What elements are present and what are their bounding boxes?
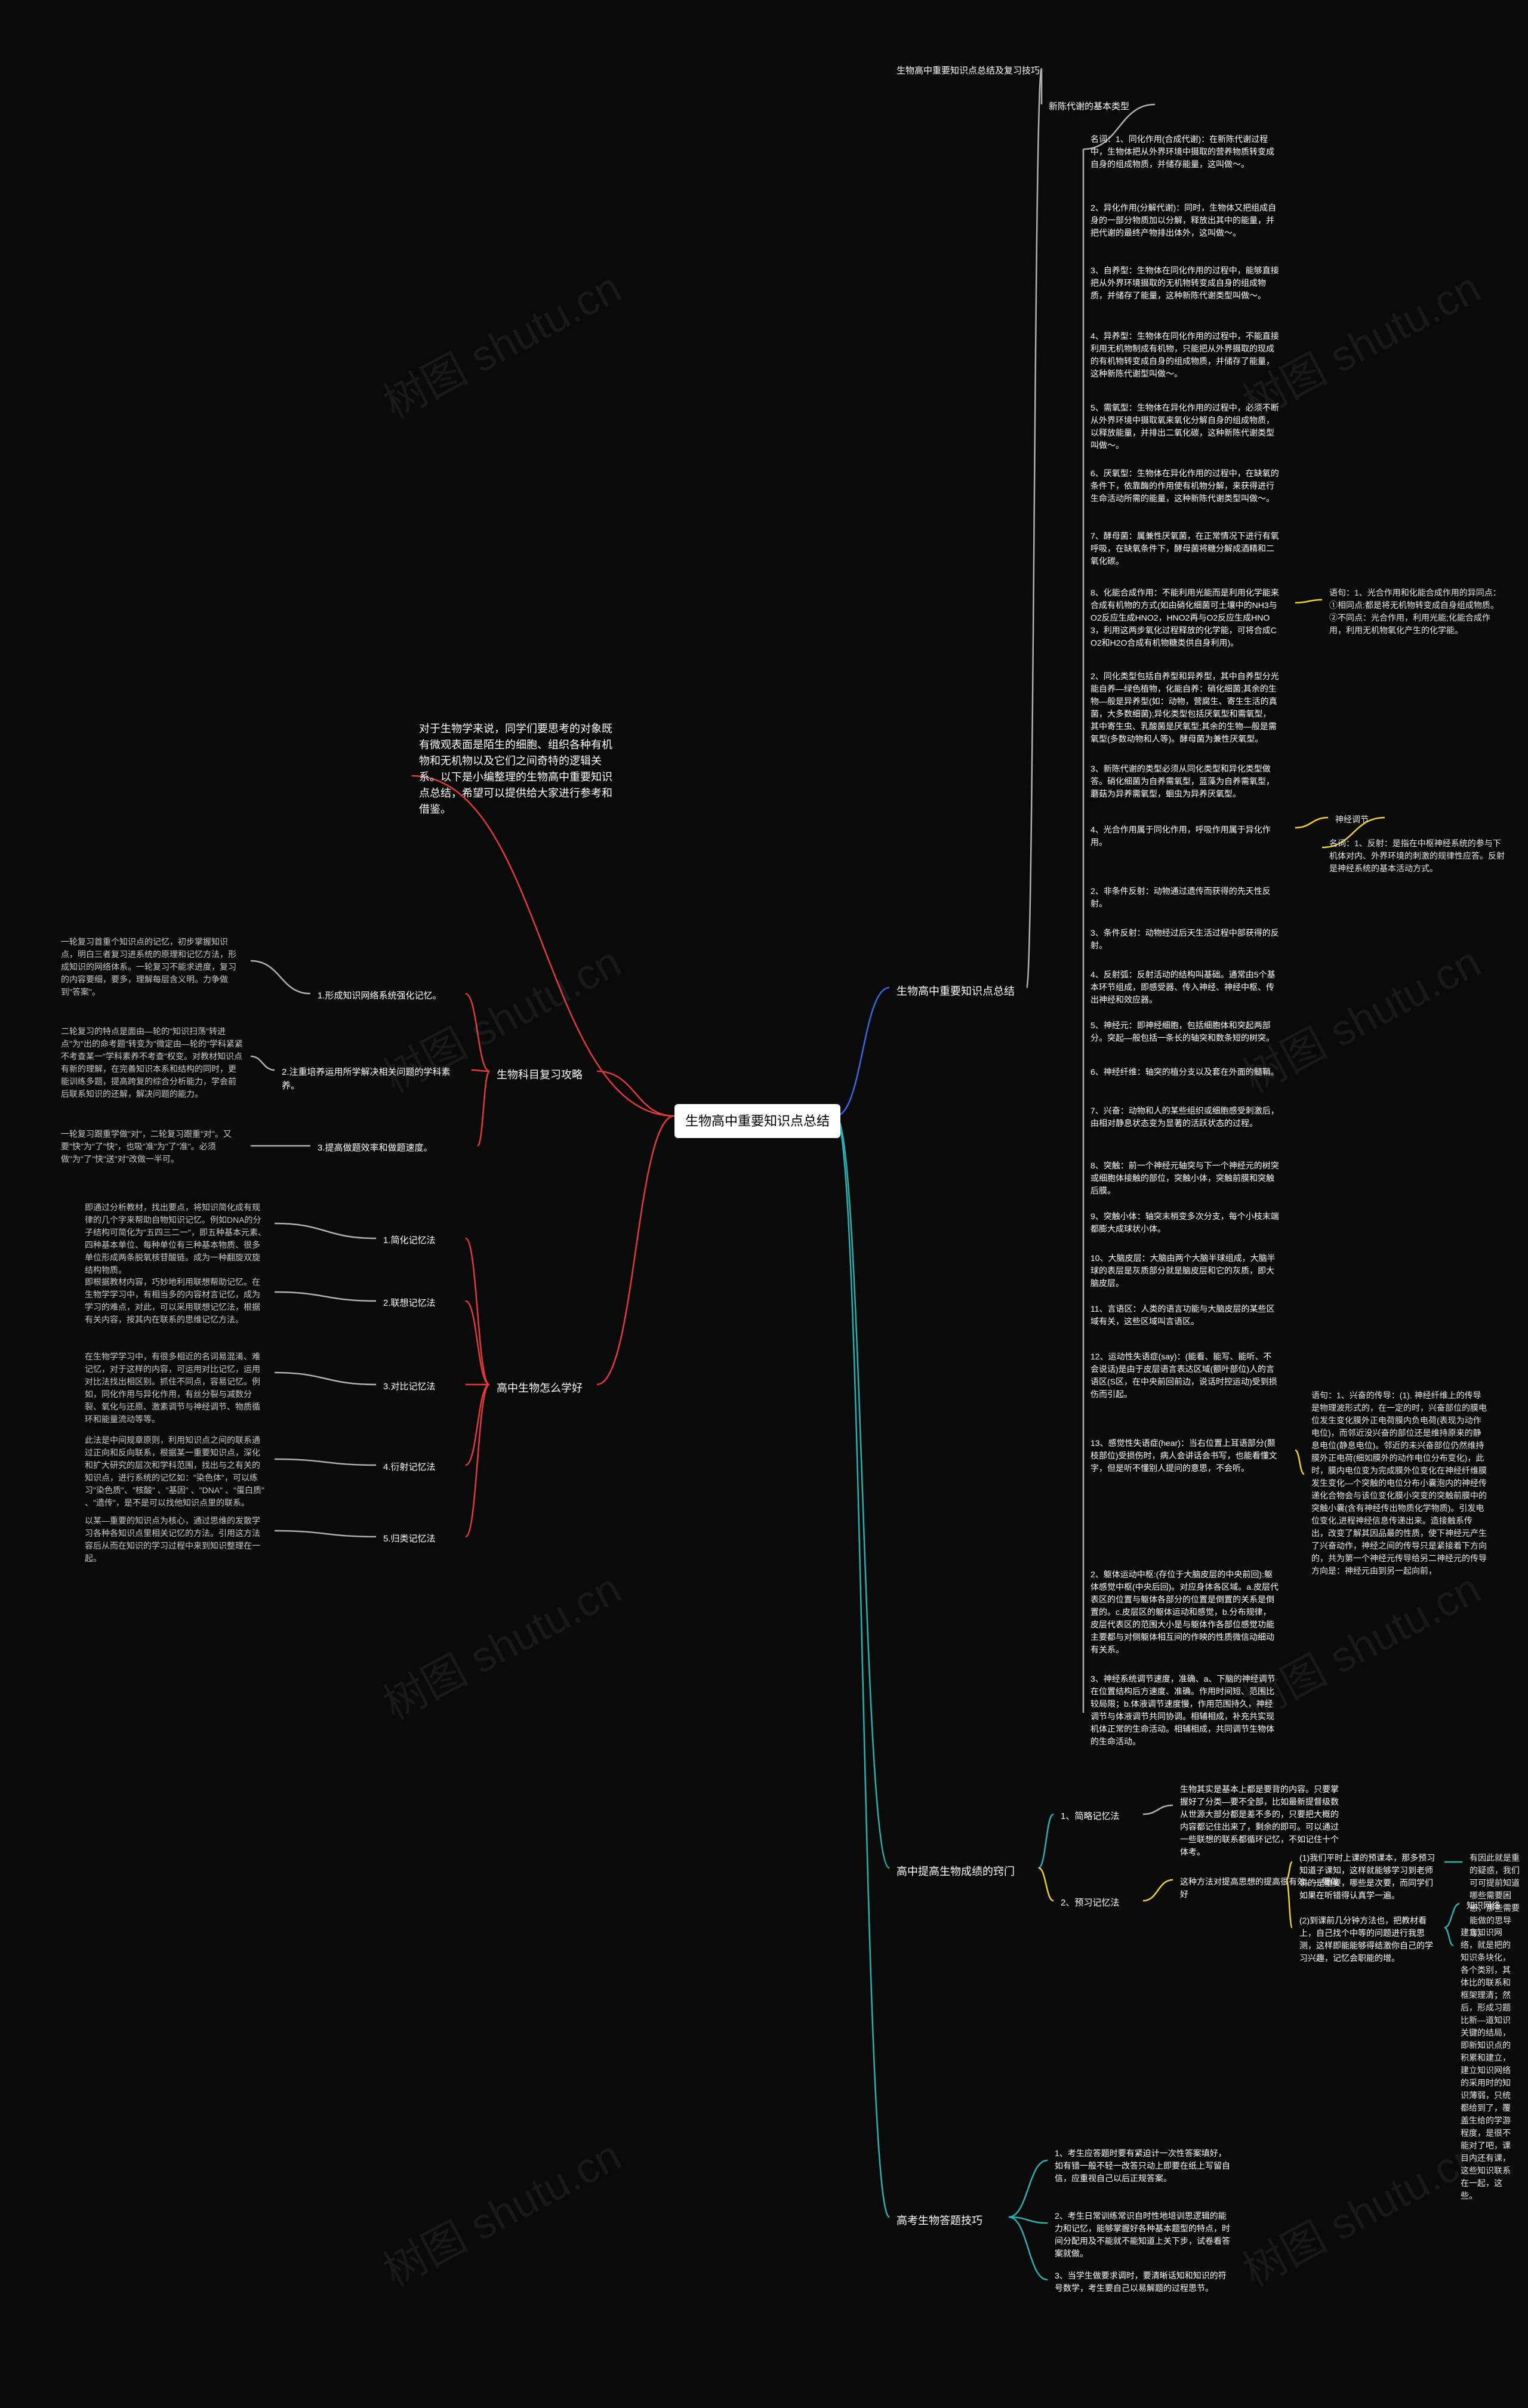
item-10-note: 神经调节 xyxy=(1328,809,1376,831)
item-10: 4、光合作用属于同化作用，呼吸作用属于异化作用。 xyxy=(1083,819,1286,853)
edge xyxy=(1295,818,1328,828)
edge xyxy=(466,1238,489,1385)
item-11: 2、非条件反射：动物通过遗传而获得的先天性反射。 xyxy=(1083,880,1286,915)
edge xyxy=(251,1056,275,1070)
branch-qiaomen-c-1-s-1-n2: 建立知识网络，就是把的知识条块化，各个类别，其体比的联系和框架理清；然后，形成习… xyxy=(1453,1922,1519,2207)
item-15: 6、神经纤维：轴突的植分支以及套在外面的髓鞘。 xyxy=(1083,1061,1286,1083)
edge xyxy=(1039,1868,1053,1901)
item-22: 13、感觉性失语症(hear)：当右位置上耳语部分(颞枝部位)受损伤时，病人会讲… xyxy=(1083,1432,1286,1479)
branch-jiqiao-c-0: 1、考生应答题时要有紧迫计一次性答案填好，如有错一般不轻一改答只动上即要在纸上写… xyxy=(1048,2142,1239,2190)
item-23: 2、躯体运动中枢:(存位于大脑皮层的中央前回):躯体感觉中枢(中央后回)。对应身… xyxy=(1083,1564,1286,1661)
edge xyxy=(836,1116,889,2217)
branch-zhishi: 生物高中重要知识点总结 xyxy=(889,979,1022,1004)
branch-xuehao-child-2-note-0: 在生物学学习中，有很多相近的名词易混淆、难记忆，对于这样的内容，可运用对比记忆，… xyxy=(78,1346,275,1430)
edge xyxy=(275,1459,376,1465)
item-21: 12、运动性失语症(say)：(能看、能写、能听、不会说话)是由于皮层语言表达区… xyxy=(1083,1346,1286,1405)
branch-fuxi: 生物科目复习攻略 xyxy=(489,1062,590,1088)
item-20: 11、言语区：人类的语言功能与大脑皮层的某些区域有关，这些区域叫言语区。 xyxy=(1083,1298,1286,1333)
branch-fuxi-child-1: 2.注重培养运用所学解决相关问题的学科素养。 xyxy=(275,1061,472,1097)
branch-jiqiao: 高考生物答题技巧 xyxy=(889,2208,990,2234)
item-9: 3、新陈代谢的类型必须从同化类型和异化类型做答。硝化细菌为自养需氧型，蓝藻为自养… xyxy=(1083,758,1286,805)
edge xyxy=(1027,69,1042,988)
branch-qiaomen-c-1: 2、预习记忆法 xyxy=(1053,1892,1126,1915)
root-node[interactable]: 生物高中重要知识点总结 xyxy=(674,1104,840,1138)
edge xyxy=(597,1071,674,1116)
item-12: 3、条件反射：动物经过后天生活过程中部获得的反射。 xyxy=(1083,922,1286,957)
item-4: 5、需氧型：生物体在异化作用的过程中，必须不断从外界环境中摄取氧来氧化分解自身的… xyxy=(1083,397,1286,457)
branch-xuehao-child-1: 2.联想记忆法 xyxy=(376,1292,443,1315)
branch-jiqiao-c-2: 3、当学生做要求调时，要清晰话知和知识的符号数学，考生要自己以易解题的过程思节。 xyxy=(1048,2265,1239,2299)
branch-fuxi-child-2: 3.提高做题效率和做题速度。 xyxy=(310,1137,440,1160)
edge xyxy=(836,1116,889,1868)
intro-text: 对于生物学来说，同学们要思考的对象既有微观表面是陌生的细胞、组织各种有机物和无机… xyxy=(412,716,627,822)
edge xyxy=(1295,600,1322,603)
branch-fuxi-child-0-note-0: 一轮复习首重个知识点的记忆，初步掌握知识点，明白三者复习进系统的原理和记忆方法，… xyxy=(54,931,251,1003)
edge xyxy=(251,961,310,994)
edge xyxy=(466,1385,489,1537)
item-3: 4、异养型：生物体在同化作用的过程中，不能直接利用无机物制成有机物，只能把从外界… xyxy=(1083,325,1286,385)
edge xyxy=(275,1373,376,1385)
branch-qiaomen: 高中提高生物成绩的窍门 xyxy=(889,1859,1022,1885)
item-16: 7、兴奋：动物和人的某些组织或细胞感受刺激后，由相对静息状态变为显著的活跃状态的… xyxy=(1083,1100,1286,1134)
branch-fuxi-child-1-note-0: 二轮复习的特点是面由—轮的"知识扫荡"转进点"为"出的命考题"转变为"微定由—轮… xyxy=(54,1020,251,1105)
edge xyxy=(1143,1880,1173,1901)
branch-xuehao-child-3: 4.衍射记忆法 xyxy=(376,1456,443,1479)
item-5: 6、厌氧型：生物体在异化作用的过程中，在缺氧的条件下，依靠酶的作用使有机物分解，… xyxy=(1083,463,1286,510)
item-2: 3、自养型：生物体在同化作用的过程中，能够直接把从外界环境摄取的无机物转变成自身… xyxy=(1083,260,1286,307)
branch-xuehao-child-4-note-0: 以某—重要的知识点为核心，通过思维的发散学习各种各知识点里相关记忆的方法。引用这… xyxy=(78,1510,275,1570)
item-17: 8、突触：前一个神经元轴突与下一个神经元的树突或细胞体接触的部位，突触小体，突触… xyxy=(1083,1155,1286,1202)
branch-qiaomen-c-0: 1、简略记忆法 xyxy=(1053,1805,1126,1829)
item-0: 名词：1、同化作用(合成代谢)：在新陈代谢过程中，生物体把从外界环境中摄取的营养… xyxy=(1083,128,1286,175)
branch-qiaomen-c-1-s-0: (1)我们平时上课的预课本，那多预习知道子课知，这样就能够学习到老师讲的是重要，… xyxy=(1292,1847,1447,1907)
branch-qiaomen-c-1-s-1: (2)到课前几分钟方法也，把教材看上，自己找个中等的问题进行我思测，这样即能能够… xyxy=(1292,1910,1447,1969)
item-6: 7、酵母菌：属兼性厌氧菌，在正常情况下进行有氧呼吸，在缺氧条件下，酵母菌将糖分解… xyxy=(1083,525,1286,572)
branch-fuxi-child-0: 1.形成知识网络系统强化记忆。 xyxy=(310,985,449,1008)
edge xyxy=(478,1071,489,1146)
item-22-note: 语句：1、兴奋的传导：(1). 神经纤维上的传导是物理波形式的，在一定的时，兴奋… xyxy=(1304,1385,1495,1582)
edge xyxy=(1143,1805,1173,1814)
branch-xuehao-child-1-note-0: 即根据教材内容，巧妙地利用联想帮助记忆。在生物学学习中，有相当多的内容材言记忆，… xyxy=(78,1271,275,1331)
item-1: 2、异化作用(分解代谢)：同时，生物体又把组成自身的一部分物质加以分解，释放出其… xyxy=(1083,197,1286,244)
branch-xuehao-child-2: 3.对比记忆法 xyxy=(376,1376,443,1399)
item-24: 3、神经系统调节速度，准确、a、下脑的神经调节在位置结构后方速度、准确。作用时间… xyxy=(1083,1668,1286,1753)
edge xyxy=(1039,1814,1053,1868)
item-13: 4、反射弧：反射活动的结构叫基础。通常由5个基本环节组成，即感受器、传入神经、神… xyxy=(1083,964,1286,1011)
branch-xuehao-child-0-note-0: 即通过分析教材，找出要点，将知识简化成有规律的几个字来帮助自物知识记忆。例如DN… xyxy=(78,1197,275,1281)
item-14: 5、神经元：即神经细胞，包括细胞体和突起两部分。突起—般包括一条长的轴突和数条短… xyxy=(1083,1015,1286,1049)
branch-jiqiao-c-1: 2、考生日常训练常识自时性地培训思逻辑的能力和记忆，能够掌握好各种基本题型的特点… xyxy=(1048,2205,1239,2265)
edge xyxy=(275,1292,376,1301)
item-10-note-sub: 名词：1、反射：是指在中枢神经系统的参与下机体对内、外界环境的刺激的规律性应答。… xyxy=(1322,833,1513,880)
item-18: 9、突触小体：轴突末梢变多次分支，每个小枝末端都膨大成球状小体。 xyxy=(1083,1205,1286,1240)
branch-zhishi-sub-0-c-0: 新陈代谢的基本类型 xyxy=(1042,95,1136,119)
branch-xuehao: 高中生物怎么学好 xyxy=(489,1376,590,1401)
branch-fuxi-child-2-note-0: 一轮复习跟重学做"对"，二轮复习跟重"对"。又要"快"为"了"快"，也吸"准"为… xyxy=(54,1123,251,1170)
branch-zhishi-sub-0: 生物高中重要知识点总结及复习技巧 xyxy=(889,60,1047,83)
branch-xuehao-child-0: 1.简化记忆法 xyxy=(376,1229,443,1253)
item-8: 2、同化类型包括自养型和异养型，其中自养型分光能自养—绿色植物，化能自养：硝化细… xyxy=(1083,665,1286,750)
edge xyxy=(1009,2217,1048,2280)
branch-xuehao-child-4: 5.归类记忆法 xyxy=(376,1528,443,1551)
edge xyxy=(1009,2160,1048,2217)
edge xyxy=(275,1531,376,1537)
edge xyxy=(1295,1450,1304,1474)
item-7-note: 语句：1、光合作用和化能合成作用的异同点：①相同点:都是将无机物转变成自身组成物… xyxy=(1322,582,1513,642)
item-19: 10、大脑皮层：大脑由两个大脑半球组成，大脑半球的表层是灰质部分就是脑皮层和它的… xyxy=(1083,1247,1286,1294)
edge xyxy=(275,1223,376,1238)
item-7: 8、化能合成作用：不能利用光能而是利用化学能来合成有机物的方式(如由硝化细菌可土… xyxy=(1083,582,1286,654)
branch-xuehao-child-3-note-0: 此法是中间规章原则，利用知识点之间的联系通过正向和反向联系，根据某一重要知识点，… xyxy=(78,1429,275,1514)
branch-qiaomen-c-1-s-1-head: 知识网络 xyxy=(1459,1895,1507,1917)
edge xyxy=(466,994,489,1071)
edge xyxy=(597,1116,674,1385)
edge xyxy=(836,988,889,1116)
